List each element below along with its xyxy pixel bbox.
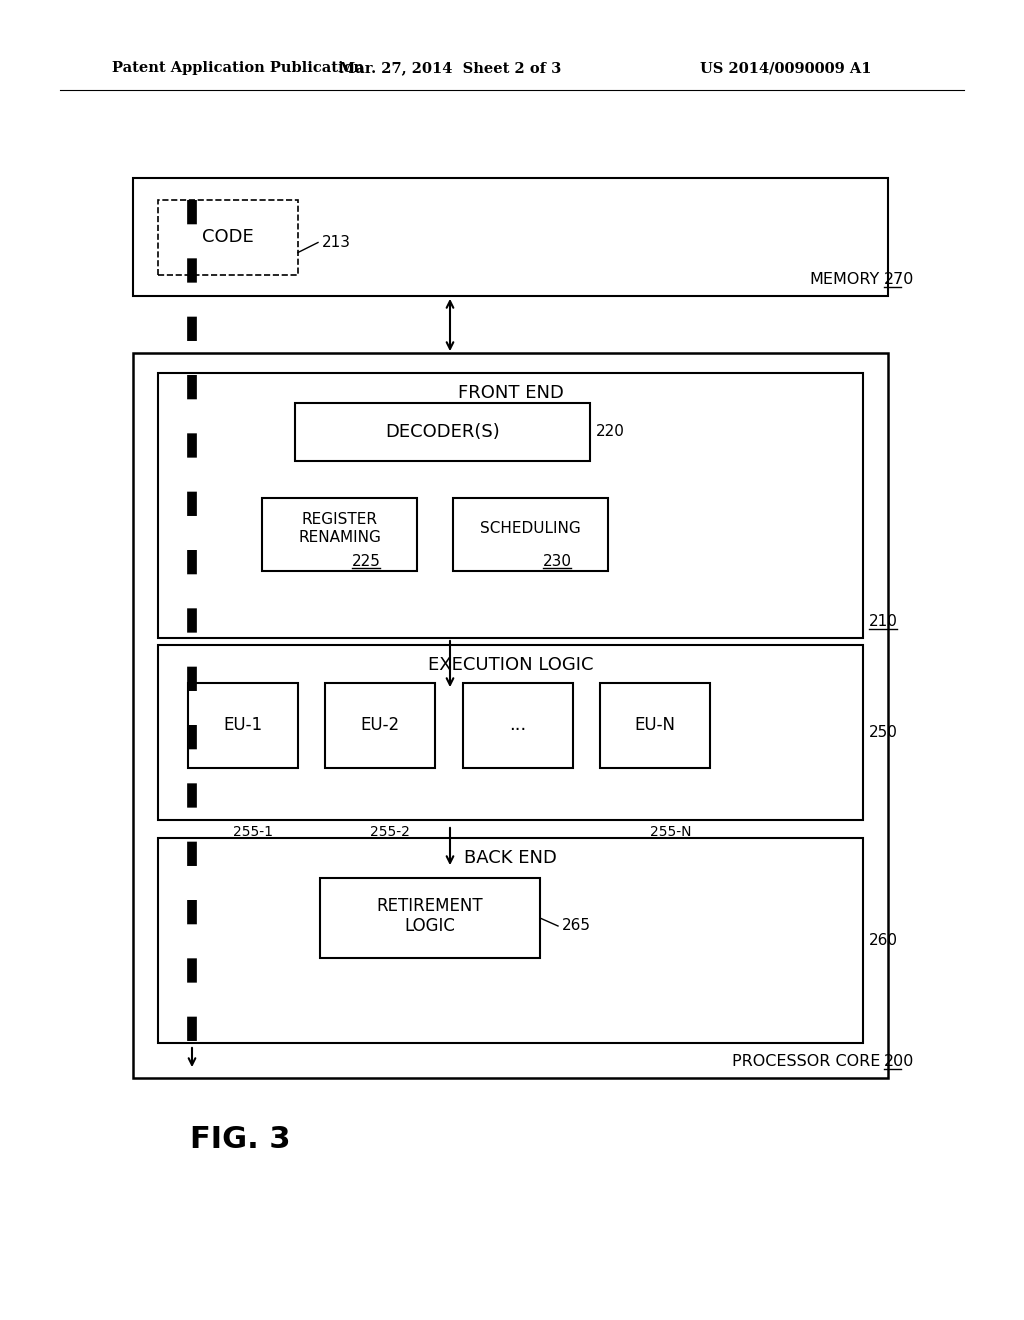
Text: FRONT END: FRONT END	[458, 384, 563, 403]
Bar	[463, 682, 573, 768]
Text: SCHEDULING: SCHEDULING	[480, 521, 581, 536]
Text: 250: 250	[869, 725, 898, 741]
Bar	[188, 682, 298, 768]
Text: 220: 220	[596, 425, 625, 440]
Text: DECODER(S): DECODER(S)	[385, 422, 500, 441]
Text: 260: 260	[869, 933, 898, 948]
Text: EU-N: EU-N	[635, 717, 676, 734]
Text: Patent Application Publication: Patent Application Publication	[112, 61, 364, 75]
Text: CODE: CODE	[202, 228, 254, 247]
Bar	[325, 682, 435, 768]
Text: 255-2: 255-2	[370, 825, 410, 840]
Text: 200: 200	[884, 1055, 914, 1069]
Text: 225: 225	[351, 553, 380, 569]
Text: 213: 213	[322, 235, 351, 249]
Text: BACK END: BACK END	[464, 849, 557, 867]
Bar	[133, 352, 888, 1078]
Bar	[319, 878, 540, 958]
Bar	[158, 838, 863, 1043]
Bar	[158, 645, 863, 820]
Text: EXECUTION LOGIC: EXECUTION LOGIC	[428, 656, 593, 675]
Text: 210: 210	[869, 615, 898, 630]
Text: US 2014/0090009 A1: US 2014/0090009 A1	[700, 61, 871, 75]
Text: 230: 230	[543, 553, 571, 569]
Text: REGISTER
RENAMING: REGISTER RENAMING	[298, 512, 381, 545]
Text: ...: ...	[509, 717, 526, 734]
Text: 265: 265	[562, 919, 591, 933]
Bar	[453, 498, 608, 572]
Bar	[158, 374, 863, 638]
Bar	[295, 403, 590, 461]
Text: FIG. 3: FIG. 3	[189, 1126, 290, 1155]
Text: EU-1: EU-1	[223, 717, 262, 734]
Text: 270: 270	[884, 272, 914, 288]
Text: PROCESSOR CORE: PROCESSOR CORE	[731, 1055, 880, 1069]
Text: 255-1: 255-1	[233, 825, 273, 840]
Bar	[600, 682, 710, 768]
Text: MEMORY: MEMORY	[810, 272, 880, 288]
Bar	[133, 178, 888, 296]
Text: Mar. 27, 2014  Sheet 2 of 3: Mar. 27, 2014 Sheet 2 of 3	[339, 61, 561, 75]
Text: 255-N: 255-N	[650, 825, 691, 840]
Bar	[262, 498, 417, 572]
Bar	[158, 201, 298, 275]
Text: EU-2: EU-2	[360, 717, 399, 734]
Text: RETIREMENT
LOGIC: RETIREMENT LOGIC	[377, 896, 483, 936]
